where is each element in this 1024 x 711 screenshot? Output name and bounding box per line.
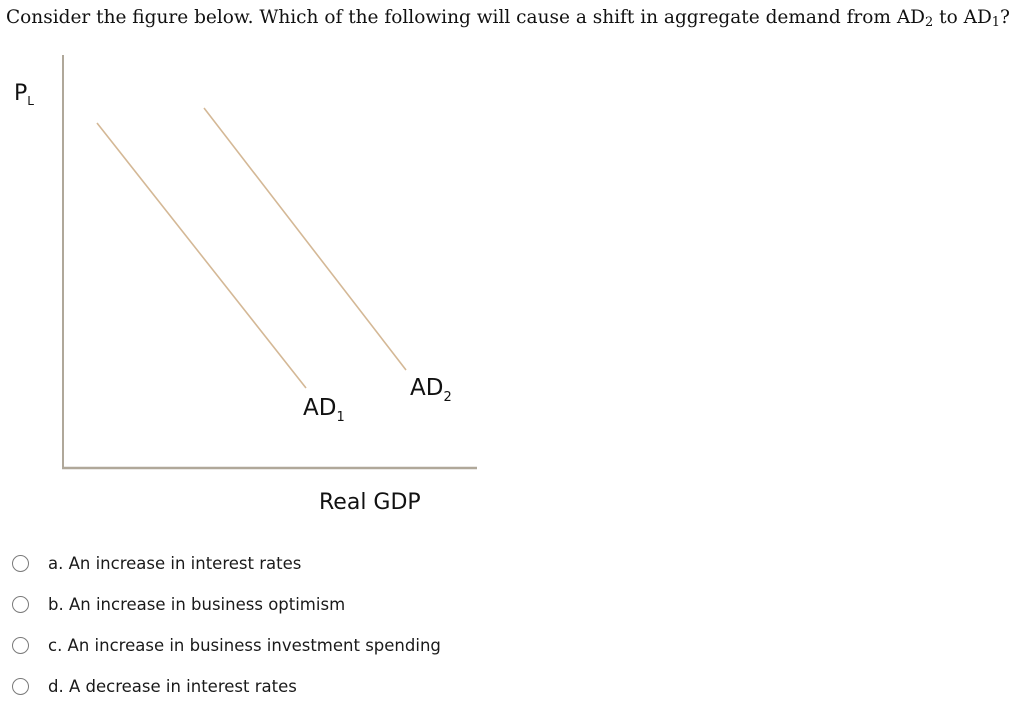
ad2-label: AD2 [410, 375, 452, 405]
x-axis-label: Real GDP [319, 490, 421, 515]
option-d[interactable]: d. A decrease in interest rates [12, 666, 441, 707]
ad2-curve [203, 107, 407, 371]
radio-button[interactable] [12, 678, 29, 695]
option-label: d. A decrease in interest rates [48, 677, 297, 696]
question-text: Consider the figure below. Which of the … [6, 7, 1010, 31]
radio-button[interactable] [12, 637, 29, 654]
radio-button[interactable] [12, 555, 29, 572]
ad1-label: AD1 [303, 395, 345, 425]
answer-options: a. An increase in interest rates b. An i… [12, 543, 441, 707]
option-c[interactable]: c. An increase in business investment sp… [12, 625, 441, 666]
y-axis-label: PL [14, 81, 34, 108]
radio-button[interactable] [12, 596, 29, 613]
aggregate-demand-figure: PL AD1 AD2 Real GDP [14, 55, 477, 515]
ad1-curve [96, 122, 307, 389]
option-label: b. An increase in business optimism [48, 595, 346, 614]
option-a[interactable]: a. An increase in interest rates [12, 543, 441, 584]
option-label: c. An increase in business investment sp… [48, 636, 441, 655]
option-label: a. An increase in interest rates [48, 554, 302, 573]
option-b[interactable]: b. An increase in business optimism [12, 584, 441, 625]
